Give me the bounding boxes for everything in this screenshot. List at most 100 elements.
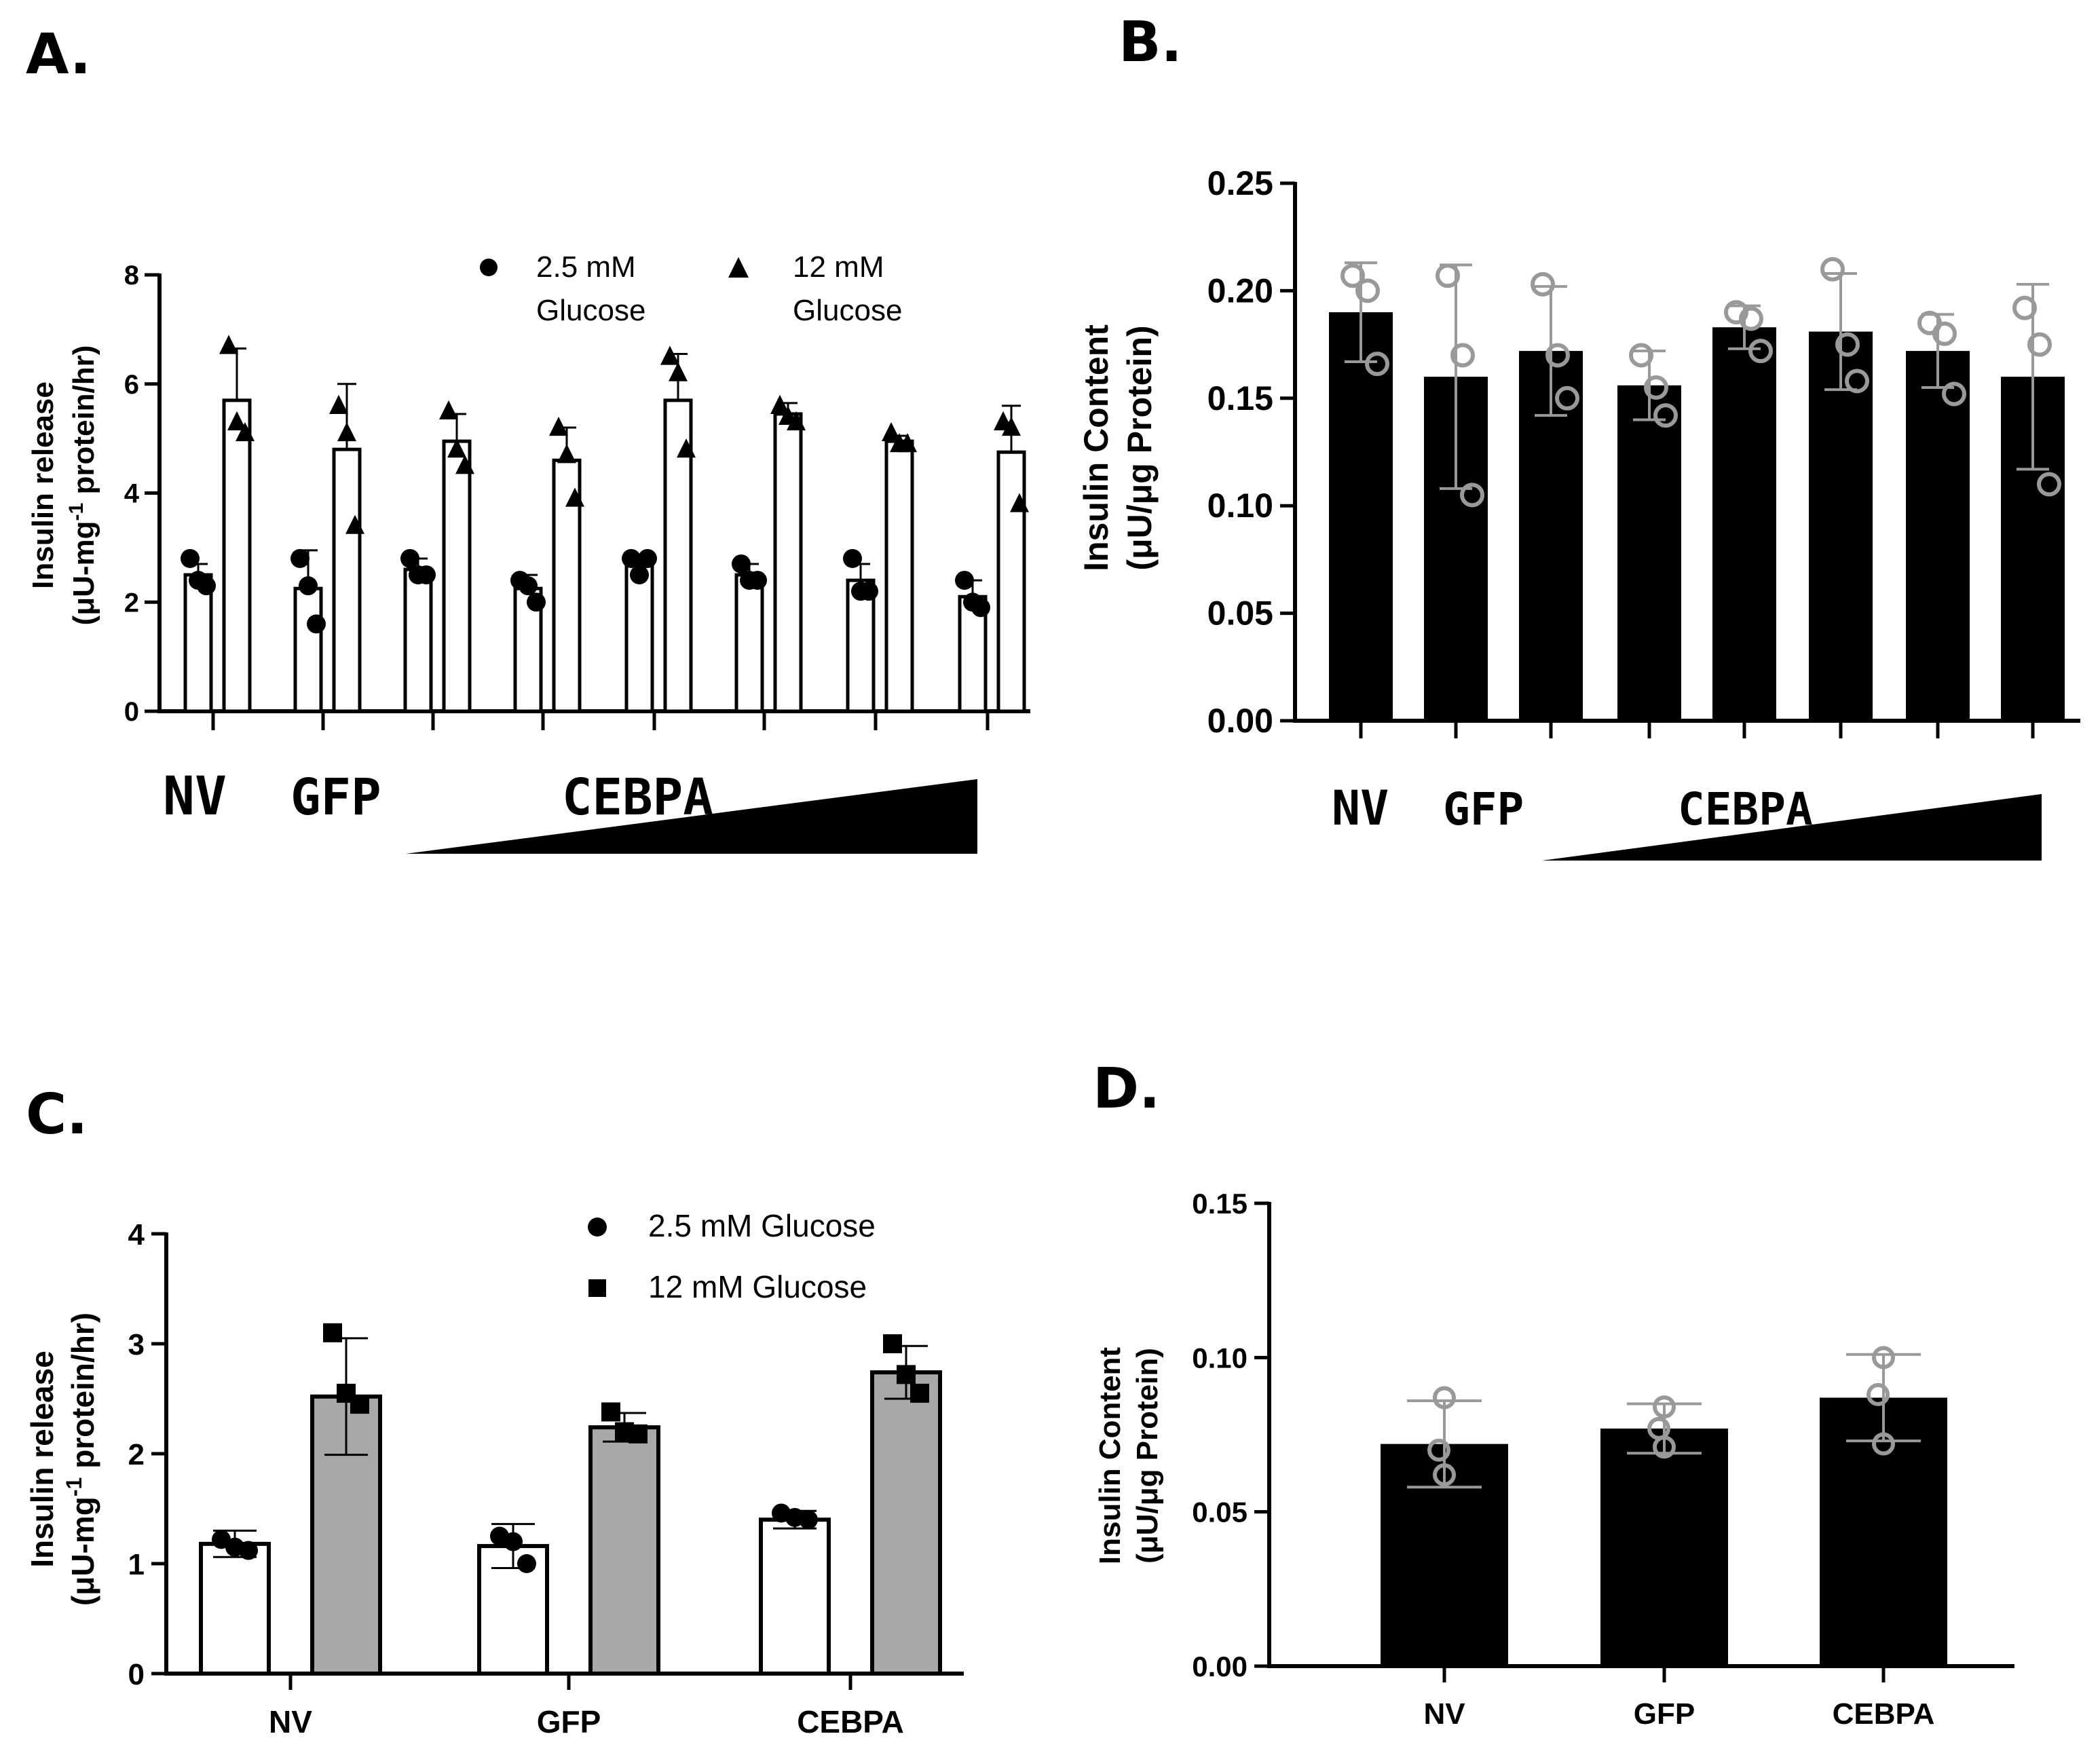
bar [663, 398, 693, 713]
data-point [1340, 263, 1365, 288]
data-point [910, 1383, 929, 1403]
data-point [504, 1532, 523, 1551]
bar [773, 412, 803, 713]
data-point [1872, 1432, 1895, 1456]
bar [1600, 1428, 1728, 1666]
data-point [299, 576, 318, 596]
data-point [971, 598, 990, 618]
data-point [1433, 1386, 1456, 1410]
y-tick-label: 0.05 [1207, 595, 1273, 633]
y-tick-label: 2 [124, 588, 139, 618]
data-point [447, 438, 466, 458]
data-point [1748, 339, 1773, 364]
y-tick-label: 0.25 [1207, 164, 1273, 202]
data-point [787, 411, 806, 431]
y-tick-label: 0.00 [1192, 1651, 1248, 1682]
condition-label-nv: NV [1332, 780, 1389, 836]
data-point [1835, 332, 1860, 357]
condition-label-gfp: GFP [290, 768, 381, 827]
data-point [1450, 343, 1475, 368]
y-axis-label-units: (μU-mg-1 protein/hr) [65, 345, 101, 626]
data-point [799, 1510, 818, 1530]
data-point [748, 571, 767, 590]
y-tick-label: 2 [128, 1438, 145, 1471]
legend-label: Glucose [793, 294, 902, 327]
condition-label-gfp: GFP [1443, 783, 1524, 835]
chart-c: 0 1 2 3 4 Insulin release (μU-mg-1 protein/hr)… [24, 1208, 964, 1739]
data-point [732, 554, 751, 573]
y-tick-label: 3 [128, 1328, 145, 1361]
data-point [660, 345, 679, 365]
y-tick-label: 0.10 [1207, 487, 1273, 525]
data-point [517, 1554, 536, 1573]
bar [624, 562, 654, 713]
y-axis-label: Insulin release [26, 381, 60, 589]
y-tick-label: 0.00 [1207, 702, 1273, 740]
bar [996, 450, 1026, 713]
data-point [1433, 1463, 1456, 1487]
data-point [843, 548, 862, 568]
chart-b: 0.00 0.05 0.10 0.15 0.20 0.25 Insulin Content(… [1077, 164, 2080, 861]
condition-label-cebpa: CEBPA [1678, 783, 1813, 835]
legend-label: 12 mM [793, 250, 884, 284]
legend-label: Glucose [536, 294, 645, 327]
bar [958, 595, 988, 713]
y-tick-label: 0 [128, 1658, 145, 1691]
data-point [1629, 343, 1653, 368]
data-point [197, 576, 216, 596]
data-point [1653, 1435, 1676, 1459]
data-point [1820, 257, 1845, 282]
legend-marker [480, 259, 498, 276]
data-point [882, 421, 901, 442]
panel-label-a: A. [26, 22, 91, 87]
bar [846, 578, 876, 713]
x-tick-label: NV [269, 1704, 312, 1739]
y-axis-label: Insulin Content [1077, 324, 1115, 571]
condition-label-nv: NV [163, 766, 227, 827]
bar [1329, 312, 1393, 721]
data-point [1010, 493, 1029, 512]
y-tick-label: 0.10 [1192, 1342, 1248, 1374]
data-point [1867, 1382, 1890, 1406]
y-tick-label: 6 [124, 370, 139, 400]
data-point [1427, 1438, 1450, 1462]
data-point [1644, 375, 1668, 400]
data-point [290, 548, 310, 568]
data-point [527, 592, 546, 612]
data-point [955, 571, 974, 590]
data-point [1739, 306, 1763, 331]
bar [1712, 327, 1776, 721]
data-point [236, 421, 255, 442]
data-point [1460, 483, 1484, 508]
bar [884, 439, 914, 713]
data-point [1845, 369, 1869, 394]
data-point [897, 1365, 916, 1384]
data-point [439, 400, 458, 420]
y-tick-label: 0.05 [1192, 1496, 1248, 1528]
bar [588, 1425, 660, 1676]
y-axis-label-units: (μU/μg Protein) [1131, 1348, 1164, 1564]
data-point [1942, 381, 1966, 407]
bar [759, 1518, 831, 1676]
y-tick-label: 0.20 [1207, 271, 1273, 309]
y-tick-label: 0.15 [1207, 379, 1273, 417]
data-point [677, 438, 696, 458]
legend-label: 2.5 mM Glucose [648, 1208, 876, 1243]
chart-a: 0 2 4 6 8 Insulin release (μU-mg-1 protein/hr)… [26, 250, 1030, 854]
bar [403, 567, 433, 713]
panel-label-d: D. [1093, 1057, 1160, 1121]
data-point [669, 362, 688, 381]
bar [1617, 385, 1681, 721]
y-tick-label: 4 [128, 1218, 145, 1251]
data-point [417, 565, 436, 585]
y-tick-label: 1 [128, 1548, 145, 1581]
data-point [455, 455, 474, 474]
chart-d: 0.00 0.05 0.10 0.15 Insulin Content (μU/μg Pr… [1093, 1188, 2014, 1731]
data-point [601, 1402, 620, 1422]
legend-label: 12 mM Glucose [648, 1269, 867, 1304]
x-tick-label: GFP [1634, 1697, 1695, 1731]
legend-marker [728, 257, 749, 278]
data-point [350, 1395, 369, 1414]
data-point [2037, 472, 2061, 497]
